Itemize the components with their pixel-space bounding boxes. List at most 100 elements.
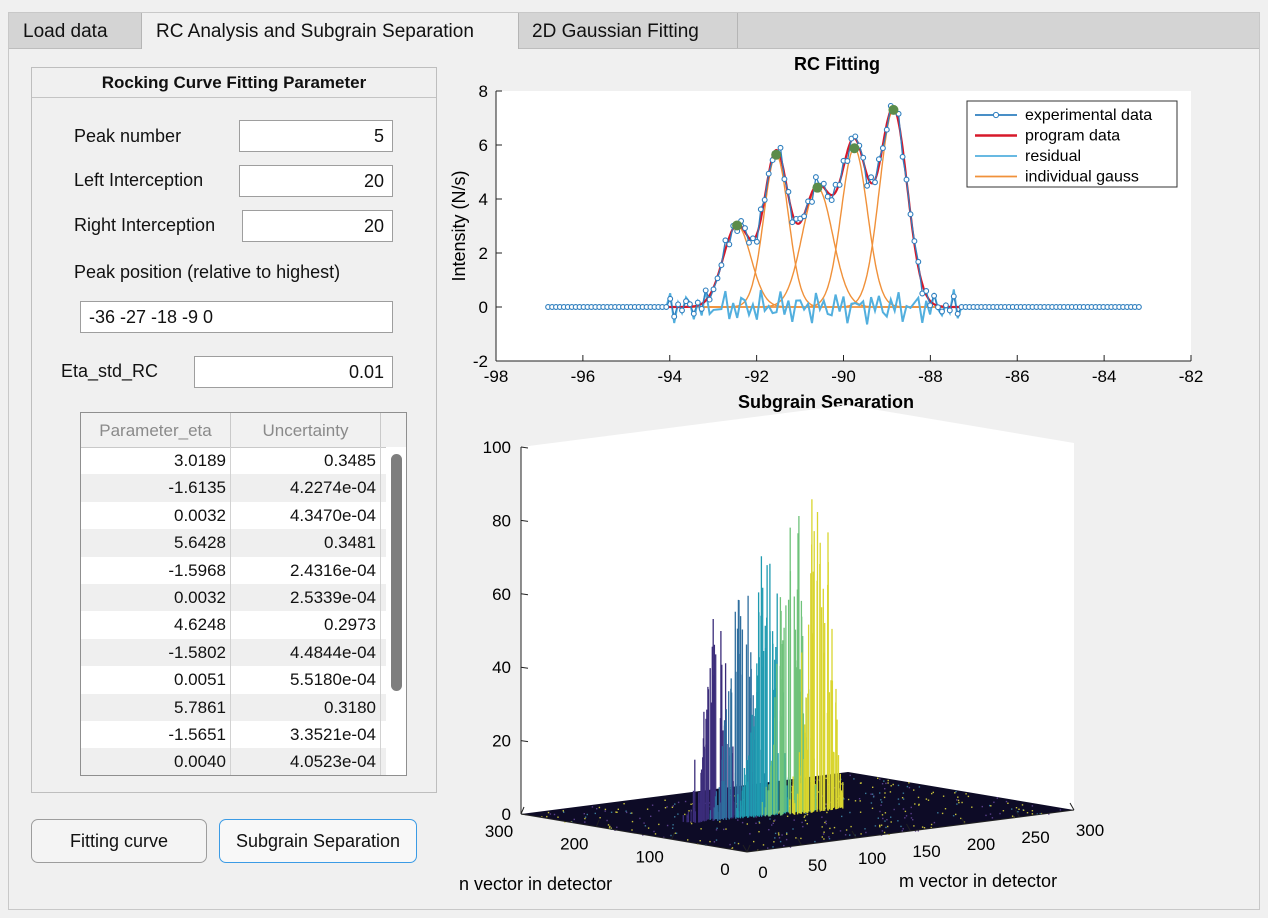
surface-speckle	[871, 793, 874, 795]
table-row[interactable]: -1.6135 4.2274e-04	[81, 474, 386, 502]
surface-speckle	[789, 846, 792, 848]
parameter-eta-cell[interactable]: 0.0032	[81, 583, 231, 612]
experimental-data-point	[683, 298, 689, 305]
table-row[interactable]: 0.0040 4.0523e-04	[81, 748, 386, 775]
uncertainty-cell[interactable]: 4.4844e-04	[231, 638, 381, 667]
subgrain-separation-button[interactable]: Subgrain Separation	[219, 819, 417, 863]
parameter-eta-cell[interactable]: 4.6248	[81, 611, 231, 639]
surface-speckle	[802, 825, 804, 828]
uncertainty-cell[interactable]: 0.3481	[231, 529, 381, 557]
surface-speckle	[801, 821, 803, 824]
surface-speckle	[828, 836, 830, 838]
table-row[interactable]: 5.6428 0.3481	[81, 529, 386, 557]
surface-speckle	[989, 813, 992, 815]
surface-speckle	[790, 785, 793, 787]
surface-speckle	[814, 779, 816, 781]
surface-speckle	[925, 798, 928, 800]
uncertainty-cell[interactable]: 4.3470e-04	[231, 501, 381, 530]
uncertainty-cell[interactable]: 4.0523e-04	[231, 748, 381, 775]
experimental-data-point	[757, 206, 764, 213]
surface-speckle	[879, 792, 881, 794]
surface-speckle	[880, 804, 882, 806]
m-tick-label: 300	[1076, 821, 1104, 840]
table-row[interactable]: -1.5968 2.4316e-04	[81, 556, 386, 584]
surface-speckle	[758, 831, 760, 833]
uncertainty-cell[interactable]: 4.2274e-04	[231, 474, 381, 502]
m-tick	[1069, 802, 1075, 811]
surface-speckle	[859, 782, 862, 784]
y-tick-label: 8	[479, 82, 488, 101]
table-row[interactable]: 0.0032 4.3470e-04	[81, 501, 386, 530]
surface-speckle	[908, 786, 911, 789]
surface-speckle	[708, 802, 710, 804]
panel-title: Rocking Curve Fitting Parameter	[32, 68, 436, 98]
surface-speckle	[586, 813, 588, 816]
uncertainty-cell[interactable]: 2.4316e-04	[231, 556, 381, 584]
eta-std-field[interactable]: 0.01	[194, 356, 393, 388]
surface-speckle	[967, 795, 970, 798]
m-tick-label: 100	[858, 849, 886, 868]
y-tick-label: -2	[473, 352, 488, 371]
table-row[interactable]: -1.5802 4.4844e-04	[81, 638, 386, 667]
experimental-data-point	[868, 174, 875, 181]
surface-speckle	[677, 801, 680, 804]
parameter-eta-cell[interactable]: 5.7861	[81, 693, 231, 721]
table-row[interactable]: 0.0051 5.5180e-04	[81, 666, 386, 694]
surface-speckle	[904, 817, 906, 819]
surface-speckle	[874, 825, 877, 827]
peak-number-field[interactable]: 5	[239, 120, 393, 152]
uncertainty-cell[interactable]: 3.3521e-04	[231, 720, 381, 749]
parameter-eta-cell[interactable]: 3.0189	[81, 447, 231, 475]
surface-speckle	[549, 813, 552, 815]
table-row[interactable]: 3.0189 0.3485	[81, 447, 386, 475]
surface-speckle	[918, 786, 921, 788]
surface-speckle	[844, 834, 847, 836]
parameter-eta-cell[interactable]: 5.6428	[81, 529, 231, 557]
uncertainty-cell[interactable]: 0.3180	[231, 693, 381, 721]
tab-rc-analysis[interactable]: RC Analysis and Subgrain Separation	[141, 13, 519, 49]
surface-speckle	[883, 831, 886, 834]
surface-speckle	[839, 830, 842, 832]
surface-speckle	[814, 783, 816, 786]
surface-speckle	[888, 833, 890, 835]
parameter-eta-cell[interactable]: 0.0051	[81, 666, 231, 694]
parameter-eta-cell[interactable]: -1.5651	[81, 720, 231, 749]
right-interception-field[interactable]: 20	[242, 210, 393, 242]
table-row[interactable]: -1.5651 3.3521e-04	[81, 720, 386, 749]
uncertainty-cell[interactable]: 0.2973	[231, 611, 381, 639]
parameter-eta-cell[interactable]: 0.0040	[81, 748, 231, 775]
parameter-eta-cell[interactable]: 0.0032	[81, 501, 231, 530]
rc-legend: experimental data program data residual ind…	[966, 100, 1178, 188]
surface-speckle	[892, 783, 894, 786]
tab-2d-gaussian[interactable]: 2D Gaussian Fitting	[518, 13, 738, 48]
surface-speckle	[870, 802, 873, 804]
surface-speckle	[880, 799, 882, 801]
surface-speckle	[923, 827, 926, 829]
column-header-parameter-eta[interactable]: Parameter_eta	[81, 413, 231, 447]
table-row[interactable]: 4.6248 0.2973	[81, 611, 386, 639]
column-header-uncertainty[interactable]: Uncertainty	[231, 413, 381, 447]
surface-speckle	[958, 801, 960, 804]
surface-speckle	[854, 800, 857, 802]
tab-load-data[interactable]: Load data	[9, 13, 142, 48]
surface-speckle	[786, 833, 788, 835]
fitting-curve-button[interactable]: Fitting curve	[31, 819, 207, 863]
peak-position-field[interactable]: -36 -27 -18 -9 0	[80, 301, 393, 333]
parameter-eta-cell[interactable]: -1.6135	[81, 474, 231, 502]
left-interception-field[interactable]: 20	[239, 165, 393, 197]
experimental-data-point	[753, 238, 760, 245]
surface-speckle	[758, 822, 761, 824]
surface-speckle	[957, 796, 959, 798]
experimental-data-point	[726, 241, 733, 248]
table-scrollbar[interactable]	[386, 447, 406, 775]
uncertainty-cell[interactable]: 2.5339e-04	[231, 583, 381, 612]
table-row[interactable]: 0.0032 2.5339e-04	[81, 583, 386, 612]
surface-speckle	[884, 792, 886, 794]
parameter-eta-cell[interactable]: -1.5968	[81, 556, 231, 584]
uncertainty-cell[interactable]: 5.5180e-04	[231, 666, 381, 694]
parameter-eta-cell[interactable]: -1.5802	[81, 638, 231, 667]
scrollbar-thumb[interactable]	[391, 454, 402, 691]
surface-speckle	[843, 798, 845, 800]
uncertainty-cell[interactable]: 0.3485	[231, 447, 381, 475]
table-row[interactable]: 5.7861 0.3180	[81, 693, 386, 721]
